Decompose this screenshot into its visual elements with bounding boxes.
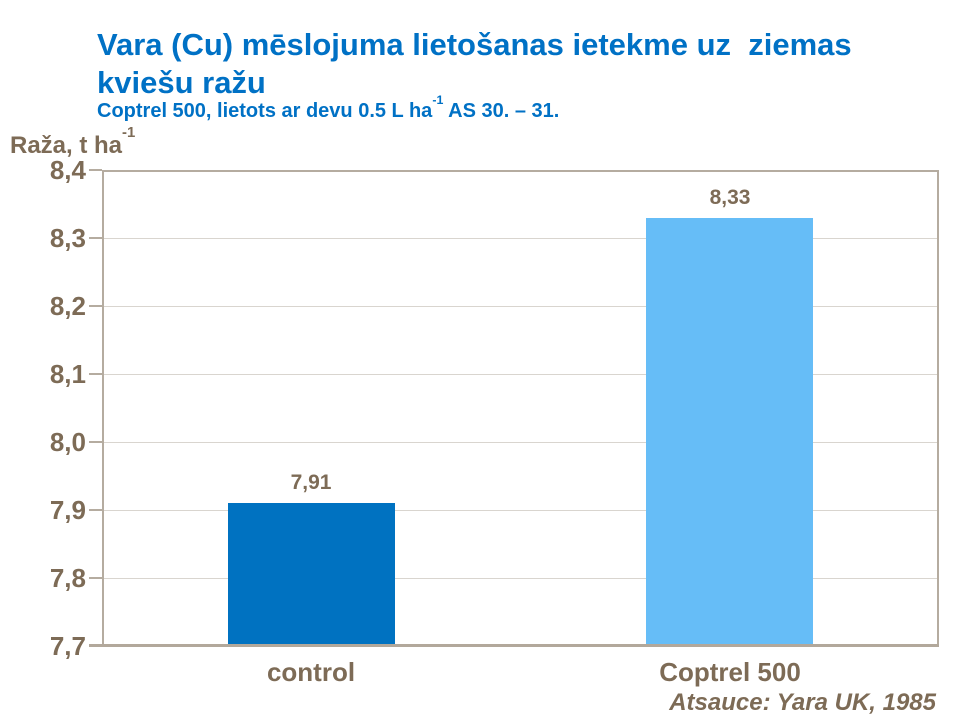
y-axis-tick <box>89 373 102 375</box>
source-citation: Atsauce: Yara UK, 1985 <box>669 689 936 716</box>
chart-title-line2: kviešu ražu <box>97 65 266 100</box>
y-axis-tick <box>89 169 102 171</box>
chart-subtitle: Coptrel 500, lietots ar devu 0.5 L ha-1 … <box>97 94 560 124</box>
y-axis-tick-label: 8,3 <box>49 223 86 253</box>
bar-value-label: 7,91 <box>290 471 332 494</box>
y-axis-tick-label: 7,8 <box>49 563 86 593</box>
y-axis-tick <box>89 509 102 511</box>
chart-subtitle-superscript: -1 <box>432 92 444 107</box>
chart-title-line1: Vara (Cu) mēslojuma lietošanas ietekme u… <box>97 27 852 62</box>
y-axis-tick-label: 8,1 <box>49 359 86 389</box>
bar-coptrel-500 <box>646 218 813 644</box>
y-axis-tick <box>89 237 102 239</box>
y-axis-unit-superscript: -1 <box>122 125 136 142</box>
y-gridline <box>104 510 937 511</box>
x-axis-category-label: control <box>266 657 356 687</box>
y-gridline <box>104 578 937 579</box>
y-gridline <box>104 238 937 239</box>
x-axis-line <box>89 644 939 647</box>
bar-value-label: 8,33 <box>709 186 751 209</box>
chart-title: Vara (Cu) mēslojuma lietošanas ietekme u… <box>97 26 852 102</box>
y-axis-tick-label: 7,7 <box>49 631 86 661</box>
y-axis-tick <box>89 577 102 579</box>
bar-control <box>228 503 395 644</box>
y-axis-tick-label: 7,9 <box>49 495 86 525</box>
x-axis-category-label: Coptrel 500 <box>659 657 801 687</box>
y-axis-tick-label: 8,4 <box>49 155 86 185</box>
y-axis-unit-label: Raža, t ha-1 <box>10 126 135 160</box>
chart-subtitle-text: Coptrel 500, lietots ar devu 0.5 L ha <box>97 100 433 122</box>
y-axis-unit-text: Raža, t ha <box>10 132 123 159</box>
y-axis-tick <box>89 305 102 307</box>
y-axis-tick <box>89 441 102 443</box>
chart-subtitle-suffix: AS 30. – 31. <box>443 100 560 122</box>
y-gridline <box>104 442 937 443</box>
y-axis-tick-label: 8,0 <box>49 427 86 457</box>
y-gridline <box>104 374 937 375</box>
y-gridline <box>104 306 937 307</box>
y-axis-tick-label: 8,2 <box>49 291 86 321</box>
